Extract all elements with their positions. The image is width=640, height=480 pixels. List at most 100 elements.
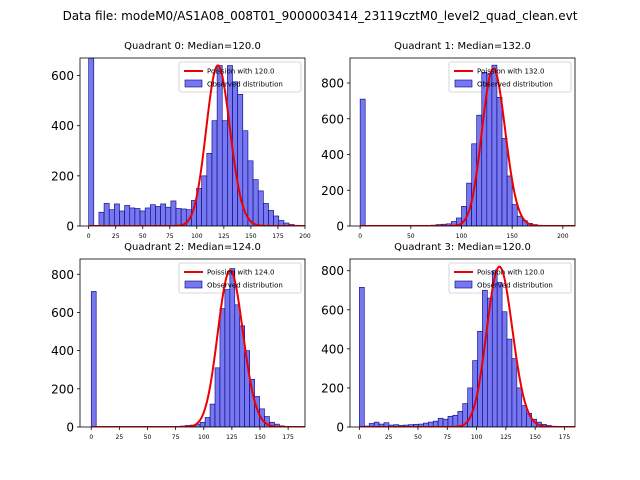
quadrant-3-bar [442, 418, 449, 427]
quadrant-1-x-tick-label: 0 [358, 233, 362, 240]
figure-title: Data file: modeM0/AS1A08_008T01_90000034… [63, 9, 578, 23]
quadrant-2-bar [204, 417, 211, 427]
quadrant-0-bar [119, 210, 125, 226]
quadrant-0-bar [150, 204, 156, 226]
quadrant-3-x-tick-label: 125 [500, 434, 512, 441]
quadrant-0-x-tick-label: 150 [245, 233, 257, 240]
quadrant-2-legend-line-label: Poission with 124.0 [207, 269, 275, 277]
quadrant-2-legend-box [178, 262, 302, 294]
quadrant-3-bar [359, 287, 365, 427]
quadrant-3-y-tick-label: 600 [321, 303, 344, 317]
quadrant-2-bar [224, 289, 231, 427]
quadrant-2-title: Quadrant 2: Median=124.0 [124, 242, 261, 253]
quadrant-1-bar [486, 73, 493, 226]
quadrant-3-y-tick-label: 200 [321, 381, 344, 395]
quadrant-2-poisson-fit-line [91, 269, 305, 427]
quadrant-1-legend-bar-swatch [454, 79, 473, 88]
quadrant-1-x-tick-label: 150 [506, 233, 518, 240]
quadrant-0-bar [211, 120, 218, 226]
quadrant-0-x-tick-label: 200 [299, 233, 311, 240]
quadrant-0-bar [221, 120, 228, 226]
quadrant-0-bar [216, 65, 223, 226]
quadrant-2-y-tick-label: 600 [51, 306, 74, 320]
quadrant-0-bar [114, 203, 120, 226]
quadrant-0-title: Quadrant 0: Median=120.0 [124, 41, 261, 52]
quadrant-1-bar [359, 98, 366, 226]
quadrant-3-bar [516, 387, 523, 427]
quadrant-2-x-tick-label: 175 [282, 434, 294, 441]
quadrant-3-y-tick-label: 0 [336, 421, 344, 435]
quadrant-1-legend-line-label: Poission with 132.0 [477, 68, 545, 76]
quadrant-3-y-tick-label: 400 [321, 342, 344, 356]
quadrant-3-x-tick-label: 0 [357, 434, 361, 441]
quadrant-0-bar [170, 200, 177, 226]
quadrant-3-x-tick-label: 75 [443, 434, 451, 441]
quadrant-3-legend-bar-label: Observed distribution [477, 282, 553, 290]
quadrant-2-bar [214, 367, 221, 427]
quadrant-3-legend-box [448, 262, 572, 294]
quadrant-3-bar [447, 415, 454, 427]
quadrant-0-y-tick-label: 0 [66, 220, 74, 234]
quadrant-0-bar [273, 215, 280, 226]
quadrant-0-bar [268, 210, 274, 226]
quadrant-0-panel: Quadrant 0: Median=120.0 0 25 50 75 100 125 15… [51, 41, 311, 240]
quadrant-0-bar [98, 211, 105, 226]
quadrant-2-bar [234, 304, 241, 427]
quadrant-0-bar [175, 208, 182, 226]
quadrant-3-x-tick-label: 100 [471, 434, 483, 441]
quadrant-1-legend-box [448, 61, 572, 93]
quadrant-0-bar [108, 209, 115, 226]
quadrant-2-x-tick-label: 50 [144, 434, 152, 441]
quadrant-2-panel: Quadrant 2: Median=124.0 0 25 50 75 100 125 15… [51, 242, 306, 441]
quadrant-3-poisson-fit-line [359, 265, 575, 427]
quadrant-0-bar [201, 175, 208, 226]
quadrant-1-title: Quadrant 1: Median=132.0 [394, 41, 531, 52]
quadrant-0-bar [88, 58, 95, 226]
quadrant-2-y-tick-label: 200 [51, 382, 74, 396]
quadrant-0-bar [129, 207, 136, 226]
quadrant-1-y-tick-label: 0 [336, 220, 344, 234]
quadrant-2-x-tick-label: 125 [226, 434, 238, 441]
quadrant-2-bar [199, 421, 206, 427]
quadrant-0-legend-line-label: Poission with 120.0 [207, 68, 275, 76]
quadrant-2-bar [209, 403, 216, 427]
quadrant-2-legend-bar-swatch [184, 280, 203, 289]
quadrant-3-bar [452, 414, 459, 427]
quadrant-2-x-tick-label: 100 [198, 434, 210, 441]
quadrant-3-bar [501, 311, 508, 427]
quadrant-0-bar [139, 210, 146, 226]
quadrant-3-bar [511, 358, 518, 427]
quadrant-2-axes-frame [79, 258, 306, 428]
quadrant-2-x-tick-label: 25 [116, 434, 124, 441]
quadrant-0-x-tick-label: 25 [112, 233, 120, 240]
quadrant-1-legend-bar-label: Observed distribution [477, 81, 553, 89]
quadrant-0-y-tick-label: 600 [51, 69, 74, 83]
quadrant-1-axes-frame [349, 57, 576, 227]
quadrant-0-axes-frame [79, 57, 306, 227]
quadrant-0-bar [144, 207, 151, 226]
quadrant-2-bar [219, 308, 226, 427]
quadrant-3-x-tick-label: 25 [385, 434, 393, 441]
quadrant-0-legend-box [178, 61, 302, 93]
quadrant-0-legend-bar-swatch [184, 79, 203, 88]
quadrant-3-legend-line-label: Poission with 120.0 [477, 269, 545, 277]
quadrant-0-x-tick-label: 75 [166, 233, 174, 240]
quadrant-2-y-tick-label: 0 [66, 421, 74, 435]
quadrant-3-bar [496, 282, 503, 427]
quadrant-0-x-tick-label: 0 [87, 233, 91, 240]
quadrant-1-bar [496, 97, 503, 226]
quadrant-3-bar [437, 417, 444, 427]
quadrant-0-bar [155, 206, 161, 226]
quadrant-1-x-tick-label: 50 [407, 233, 415, 240]
quadrant-0-x-tick-label: 100 [191, 233, 203, 240]
quadrant-0-bar [160, 203, 167, 226]
quadrant-0-y-tick-label: 400 [51, 119, 74, 133]
quadrant-1-x-tick-label: 100 [456, 233, 468, 240]
quadrant-1-bar [491, 64, 498, 226]
quadrant-2-x-tick-label: 150 [254, 434, 266, 441]
quadrant-0-bar [134, 208, 141, 226]
quadrant-0-bar [263, 203, 269, 226]
quadrant-3-bar [506, 338, 513, 427]
quadrant-2-bar [90, 291, 97, 427]
quadrant-2-x-tick-label: 0 [89, 434, 93, 441]
